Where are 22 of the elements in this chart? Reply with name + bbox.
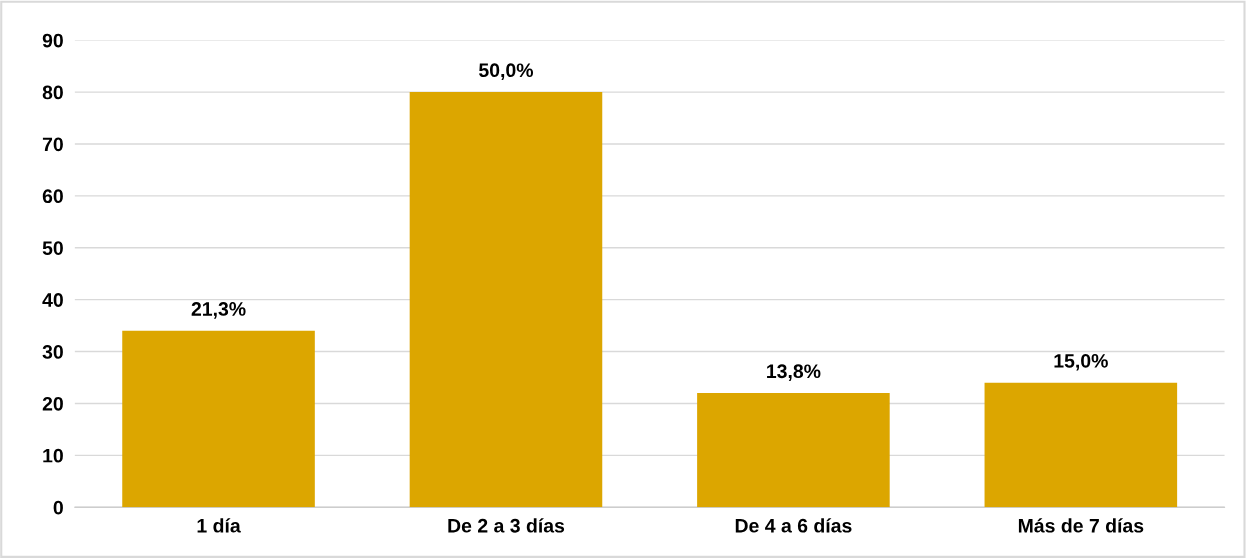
y-tick-label: 10 [43,448,63,463]
annotation: 15,0% [1054,353,1108,371]
x-tick-label: Más de 7 días [1018,518,1144,533]
y-tick-label: 40 [42,293,63,307]
y-tick-label: 20 [42,396,63,411]
annotation: 13,8% [767,364,821,381]
y-tick-label: 80 [42,85,63,100]
x-tick-label: 1 día [197,518,241,533]
bar [122,330,315,508]
y-tick-label: 50 [42,241,63,255]
bar [697,393,890,508]
bar [409,92,603,508]
y-tick-label: 60 [42,189,63,204]
bar [984,382,1178,508]
y-tick-label: 0 [53,500,63,515]
x-tick-label: De 2 a 3 días [448,518,565,533]
annotation: 50,0% [479,63,534,80]
annotation: 21,3% [191,302,246,319]
x-tick-label: De 4 a 6 días [735,518,852,533]
y-tick-label: 30 [42,345,63,359]
y-tick-label: 70 [42,137,63,152]
y-tick-label: 90 [42,33,63,48]
